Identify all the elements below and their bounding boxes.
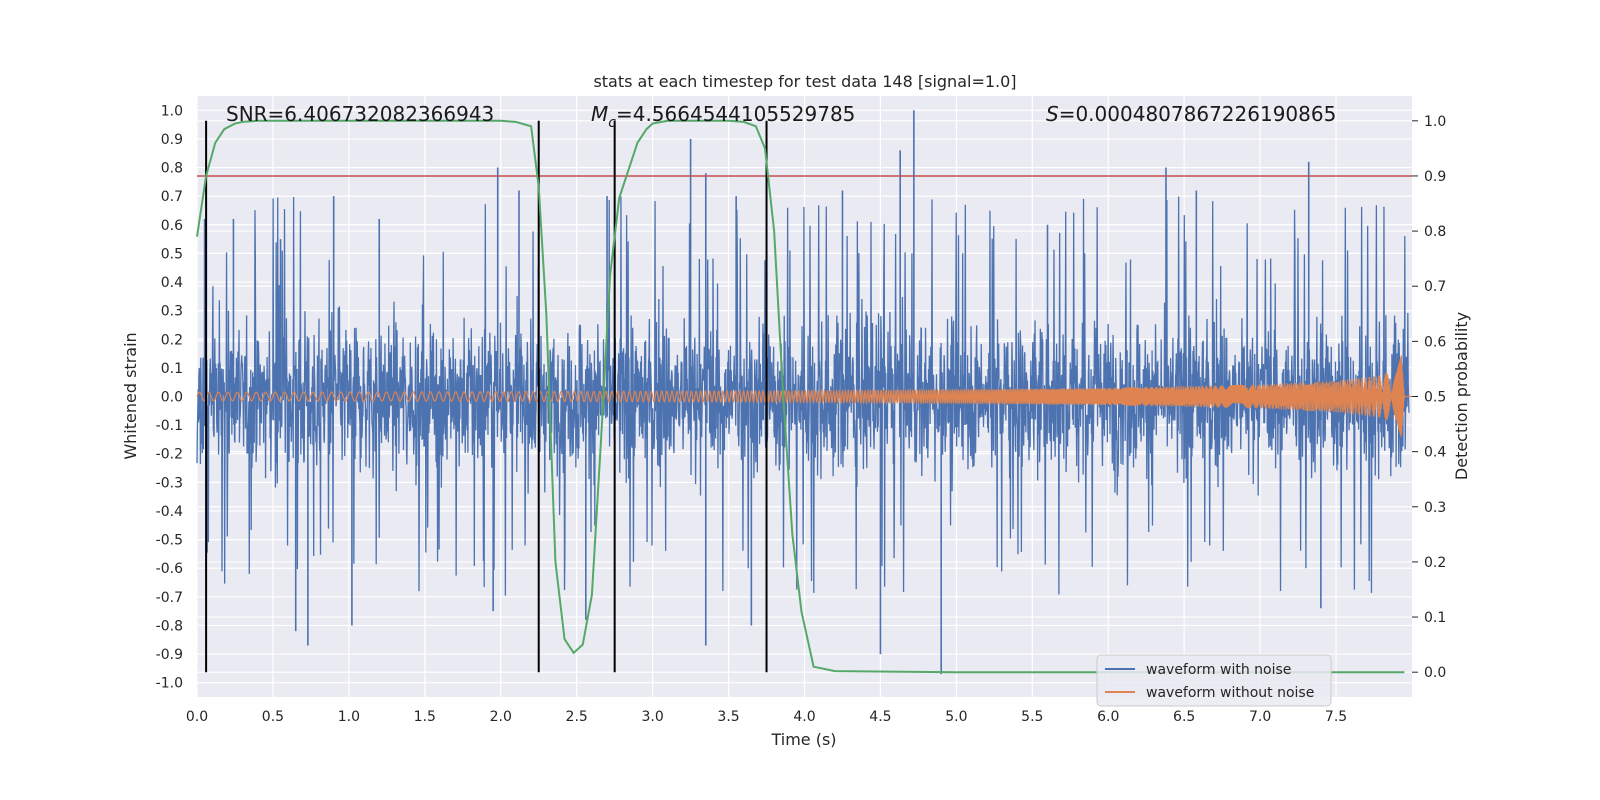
y2-tick-label: 0.9 — [1424, 169, 1446, 185]
s-value: =0.0004807867226190865 — [1059, 102, 1337, 126]
legend-label-clean: waveform without noise — [1146, 685, 1314, 701]
y-tick-label: -0.4 — [156, 504, 183, 520]
chirp-mass-annotation: Mc=4.5664544105529785 — [591, 102, 855, 131]
y2-ticks: 1.0 0.9 0.8 0.7 0.6 0.5 0.4 0.3 0.2 0.1 0.0 — [1412, 114, 1446, 681]
y2-tick-label: 0.5 — [1424, 390, 1446, 406]
y2-axis-label: Detection probability — [1452, 312, 1471, 480]
y-ticks: 1.0 0.9 0.8 0.7 0.6 0.5 0.4 0.3 0.2 0.1 0.0 -0.1 -0.… — [156, 103, 183, 691]
x-tick-label: 2.0 — [490, 709, 512, 725]
x-tick-label: 1.0 — [338, 709, 360, 725]
y-tick-label: -0.3 — [156, 475, 183, 491]
clean-waveform-layer — [196, 355, 1412, 437]
x-tick-label: 2.5 — [566, 709, 588, 725]
x-tick-label: 5.0 — [945, 709, 967, 725]
x-tick-label: 4.0 — [793, 709, 815, 725]
vertical-marker-layer — [205, 120, 768, 673]
y-tick-label: -0.5 — [156, 533, 183, 549]
x-ticks: 0.0 0.5 1.0 1.5 2.0 2.5 3.0 3.5 4.0 4.5 5.0 5.5 6.0 6… — [186, 709, 1347, 725]
x-tick-label: 7.5 — [1325, 709, 1347, 725]
y-tick-label: -1.0 — [156, 676, 183, 692]
y-tick-label: 0.9 — [161, 132, 183, 148]
y-tick-label: 0.1 — [161, 361, 183, 377]
y2-tick-label: 0.1 — [1424, 610, 1446, 626]
y2-tick-label: 0.3 — [1424, 500, 1446, 516]
x-tick-label: 5.5 — [1021, 709, 1043, 725]
y-tick-label: 0.0 — [161, 390, 183, 406]
y-tick-label: 0.2 — [161, 332, 183, 348]
y-tick-label: 0.6 — [161, 218, 183, 234]
x-tick-label: 3.0 — [641, 709, 663, 725]
y-tick-label: -0.6 — [156, 561, 183, 577]
x-tick-label: 7.0 — [1249, 709, 1271, 725]
chart-title: stats at each timestep for test data 148… — [593, 72, 1016, 91]
x-tick-label: 3.5 — [717, 709, 739, 725]
x-tick-label: 1.5 — [414, 709, 436, 725]
noise-waveform-layer — [196, 110, 1410, 675]
mc-symbol: M — [591, 102, 608, 126]
legend-box — [1096, 654, 1332, 707]
y-tick-label: -0.7 — [156, 590, 183, 606]
y-tick-label: 0.5 — [161, 246, 183, 262]
y2-tick-label: 0.6 — [1424, 334, 1446, 350]
s-annotation: S=0.0004807867226190865 — [1046, 102, 1336, 126]
snr-annotation: SNR=6.406732082366943 — [226, 102, 494, 126]
y-tick-label: -0.9 — [156, 647, 183, 663]
y2-tick-label: 0.0 — [1424, 665, 1446, 681]
y2-tick-label: 1.0 — [1424, 114, 1446, 130]
y-tick-label: 0.3 — [161, 304, 183, 320]
clean-waveform-line — [196, 355, 1412, 437]
y2-tick-label: 0.2 — [1424, 555, 1446, 571]
mc-value: =4.5664544105529785 — [616, 102, 855, 126]
y2-tick-label: 0.4 — [1424, 445, 1446, 461]
y-tick-label: 0.8 — [161, 161, 183, 177]
y-tick-label: 1.0 — [161, 103, 183, 119]
probability-layer — [196, 119, 1405, 674]
y2-tick-label: 0.7 — [1424, 279, 1446, 295]
x-tick-label: 0.5 — [262, 709, 284, 725]
legend-label-noise: waveform with noise — [1146, 662, 1291, 678]
y-tick-label: -0.8 — [156, 618, 183, 634]
y2-tick-label: 0.8 — [1424, 224, 1446, 240]
y-tick-label: 0.4 — [161, 275, 183, 291]
x-tick-label: 6.0 — [1097, 709, 1119, 725]
x-axis-label: Time (s) — [770, 730, 836, 749]
x-tick-label: 4.5 — [869, 709, 891, 725]
x-tick-label: 6.5 — [1173, 709, 1195, 725]
noise-waveform-line — [196, 196, 1410, 596]
y-tick-label: 0.7 — [161, 189, 183, 205]
y-axis-label: Whitened strain — [121, 332, 140, 459]
legend: waveform with noise waveform without noi… — [1096, 654, 1332, 707]
probability-line — [196, 119, 1405, 674]
x-tick-label: 0.0 — [186, 709, 208, 725]
s-symbol: S — [1046, 102, 1059, 126]
mc-subscript: c — [608, 115, 616, 131]
y-tick-label: -0.2 — [156, 447, 183, 463]
y-tick-label: -0.1 — [156, 418, 183, 434]
